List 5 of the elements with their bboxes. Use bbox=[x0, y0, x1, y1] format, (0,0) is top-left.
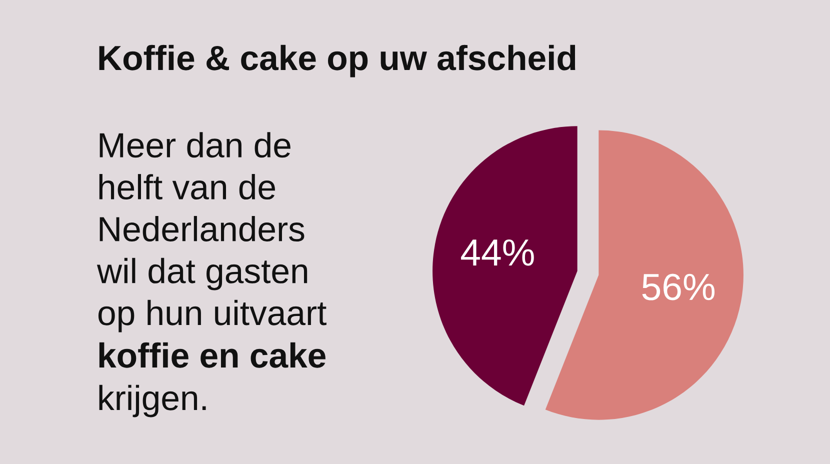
text: krijgen. bbox=[99, 384, 206, 418]
text: koffie en cake bbox=[99, 342, 326, 368]
data-label: 44% bbox=[461, 239, 534, 266]
data-label: 56% bbox=[642, 274, 715, 300]
chart-title: Koffie & cake op uw afscheid bbox=[99, 44, 576, 78]
